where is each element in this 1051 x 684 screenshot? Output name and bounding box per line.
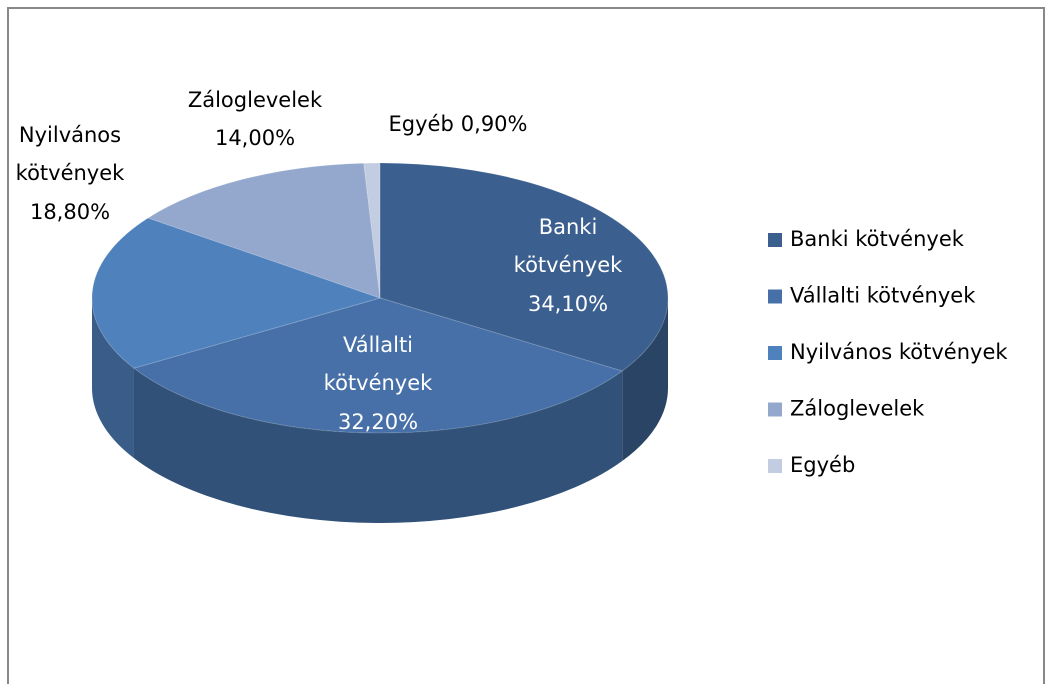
legend-label: Banki kötvények bbox=[790, 227, 965, 251]
data-label-value: 0,90% bbox=[461, 112, 528, 136]
slice bbox=[132, 297, 624, 434]
slice-side bbox=[133, 368, 623, 523]
data-label-category: kötvények bbox=[324, 371, 433, 395]
slice bbox=[91, 217, 382, 369]
legend-label: Záloglevelek bbox=[790, 397, 925, 421]
legend-swatch bbox=[768, 346, 782, 360]
data-label-category: Banki bbox=[539, 215, 598, 239]
data-label-category: Egyéb bbox=[389, 112, 454, 136]
legend-swatch bbox=[768, 289, 782, 304]
data-label-category: kötvények bbox=[16, 161, 125, 185]
legend-label: Nyilvános kötvények bbox=[790, 340, 1008, 364]
data-label-category: Záloglevelek bbox=[188, 88, 323, 112]
data-label: Egyéb 0,90% bbox=[389, 112, 528, 136]
legend-label: Egyéb bbox=[790, 453, 855, 477]
slice-side bbox=[622, 298, 668, 462]
legend-swatch bbox=[768, 402, 782, 417]
data-label-value: 14,00% bbox=[215, 126, 295, 150]
data-label-value: 18,80% bbox=[30, 200, 110, 224]
data-label-value: 34,10% bbox=[528, 292, 608, 316]
slice bbox=[146, 162, 381, 299]
legend-swatch bbox=[768, 233, 782, 247]
slice bbox=[363, 162, 381, 299]
data-label-value: 32,20% bbox=[338, 410, 418, 434]
slice bbox=[379, 162, 669, 372]
data-label-category: kötvények bbox=[514, 253, 623, 277]
data-label-category: Vállalti bbox=[343, 333, 413, 357]
legend-swatch bbox=[768, 459, 782, 473]
legend-label: Vállalti kötvények bbox=[790, 284, 976, 308]
data-label-category: Nyilvános bbox=[19, 123, 121, 147]
slice-side bbox=[92, 298, 134, 459]
